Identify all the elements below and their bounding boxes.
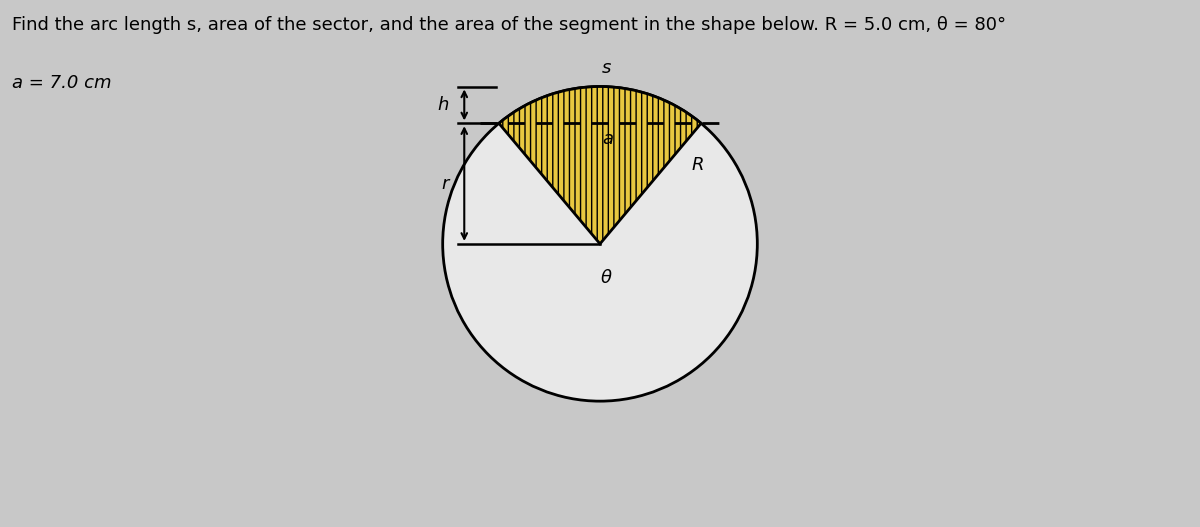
Text: R: R bbox=[691, 156, 704, 174]
Text: s: s bbox=[601, 59, 611, 77]
Text: r: r bbox=[442, 174, 449, 192]
Text: h: h bbox=[437, 96, 449, 114]
Text: θ: θ bbox=[601, 269, 612, 287]
Text: a: a bbox=[602, 130, 613, 148]
Text: a = 7.0 cm: a = 7.0 cm bbox=[12, 74, 112, 92]
Wedge shape bbox=[499, 86, 701, 244]
Circle shape bbox=[443, 86, 757, 401]
Text: Find the arc length s, area of the sector, and the area of the segment in the sh: Find the arc length s, area of the secto… bbox=[12, 16, 1006, 34]
